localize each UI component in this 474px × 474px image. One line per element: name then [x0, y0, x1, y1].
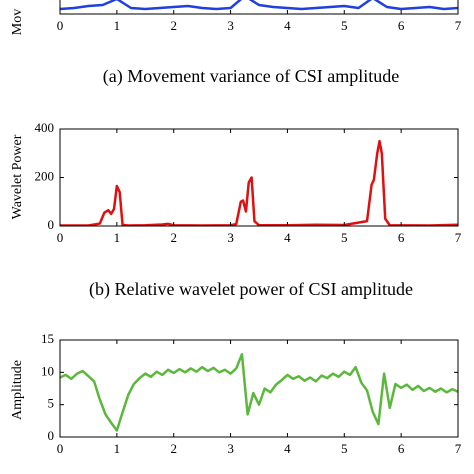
x-tick-label: 7 — [455, 441, 462, 456]
x-tick-label: 2 — [170, 441, 177, 456]
plot-frame — [59, 0, 459, 15]
x-tick-label: 1 — [114, 18, 121, 33]
y-tick-label: 0 — [48, 217, 55, 232]
x-tick-label: 5 — [341, 18, 348, 33]
x-tick-label: 4 — [284, 18, 291, 33]
x-tick-label: 5 — [341, 441, 348, 456]
data-line — [60, 139, 458, 226]
y-tick-label: 5 — [48, 396, 55, 411]
y-axis-label: Mov — [10, 9, 25, 35]
x-tick-label: 0 — [57, 18, 64, 33]
x-tick-label: 7 — [455, 230, 462, 245]
x-tick-label: 0 — [57, 441, 64, 456]
x-tick-label: 4 — [284, 230, 291, 245]
y-axis-label: Amplitude — [10, 360, 25, 420]
x-tick-label: 3 — [227, 230, 234, 245]
data-line — [60, 352, 458, 432]
plot-frame — [59, 339, 459, 438]
plot-frame — [59, 128, 459, 227]
x-tick-label: 1 — [114, 230, 121, 245]
x-tick-label: 1 — [114, 441, 121, 456]
x-tick-label: 3 — [227, 18, 234, 33]
x-tick-label: 6 — [398, 230, 405, 245]
x-tick-label: 6 — [398, 441, 405, 456]
caption: (a) Movement variance of CSI amplitude — [103, 66, 399, 87]
x-tick-label: 4 — [284, 441, 291, 456]
x-tick-label: 2 — [170, 18, 177, 33]
data-line — [60, 0, 458, 11]
y-tick-label: 200 — [35, 168, 55, 183]
x-tick-label: 3 — [227, 441, 234, 456]
y-tick-label: 400 — [35, 120, 55, 135]
x-tick-label: 7 — [455, 18, 462, 33]
x-tick-label: 0 — [57, 230, 64, 245]
y-tick-label: 10 — [41, 363, 54, 378]
x-tick-label: 2 — [170, 230, 177, 245]
caption: (b) Relative wavelet power of CSI amplit… — [89, 279, 413, 300]
y-tick-label: 15 — [41, 331, 54, 346]
x-tick-label: 6 — [398, 18, 405, 33]
y-axis-label: Wavelet Power — [10, 134, 25, 219]
y-tick-label: 0 — [48, 428, 55, 443]
x-tick-label: 5 — [341, 230, 348, 245]
